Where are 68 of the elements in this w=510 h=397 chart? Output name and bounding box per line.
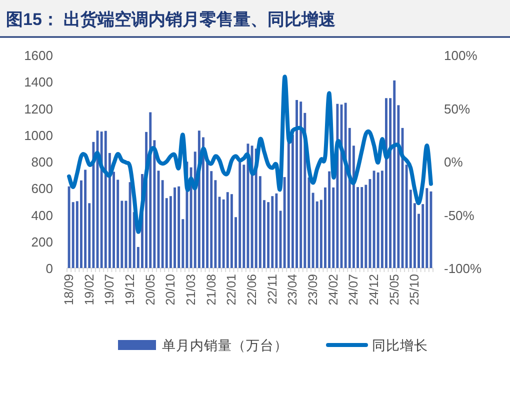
x-tick-label: 19/02 xyxy=(82,274,96,306)
bar xyxy=(226,192,229,268)
bar xyxy=(372,170,376,268)
bar xyxy=(405,164,408,268)
bar xyxy=(376,172,380,268)
bar xyxy=(104,130,107,268)
x-tick-label: 22/06 xyxy=(245,274,260,306)
x-tick-label: 23/09 xyxy=(306,274,320,306)
bar xyxy=(312,192,314,268)
x-tick-label: 24/12 xyxy=(367,274,382,306)
y-tick-label: 400 xyxy=(31,208,53,223)
bar xyxy=(250,146,254,268)
x-tick-label: 21/03 xyxy=(184,274,198,306)
bar xyxy=(344,102,347,268)
y-tick-label: 800 xyxy=(31,154,53,170)
bar xyxy=(149,112,152,268)
x-tick-label: 20/10 xyxy=(164,274,178,306)
y-tick-label: 200 xyxy=(31,234,53,250)
chart-title: 图15： 出货端空调内销月零售量、同比增速 xyxy=(6,10,336,29)
bar xyxy=(84,170,87,268)
bar xyxy=(328,171,331,268)
y-tick-label: 0 xyxy=(46,261,53,276)
bar xyxy=(385,98,388,268)
x-tick-label: 19/12 xyxy=(123,274,138,306)
bar xyxy=(92,142,95,268)
y-tick-label: 1400 xyxy=(24,74,53,90)
bar xyxy=(68,186,70,268)
y2-tick-label: 50% xyxy=(444,101,470,116)
x-tick-label: 20/05 xyxy=(143,274,158,306)
x-tick-label: 18/09 xyxy=(62,274,76,306)
y2-tick-label: 0% xyxy=(444,154,464,170)
bar xyxy=(271,196,274,268)
bar xyxy=(368,179,372,268)
x-tick-label: 24/02 xyxy=(326,274,340,306)
y-tick-label: 1000 xyxy=(24,128,53,143)
bar xyxy=(124,200,128,268)
bar xyxy=(100,132,103,268)
legend-label: 同比增长 xyxy=(372,338,428,353)
bar xyxy=(296,100,298,268)
y-tick-label: 1200 xyxy=(24,101,53,116)
bar xyxy=(275,193,278,268)
x-tick-label: 22/11 xyxy=(265,274,280,304)
x-tick-label: 21/08 xyxy=(204,274,218,306)
bar xyxy=(426,188,428,268)
bar xyxy=(360,187,364,268)
y2-tick-label: -50% xyxy=(444,208,475,223)
bar xyxy=(430,191,432,268)
bar xyxy=(393,80,396,268)
y2-tick-label: 100% xyxy=(444,48,478,63)
y-tick-label: 600 xyxy=(31,181,53,196)
x-tick-label: 19/07 xyxy=(102,274,117,306)
x-tick-label: 24/07 xyxy=(346,274,361,306)
line-series xyxy=(67,75,433,234)
bar xyxy=(128,182,132,268)
x-tick-label: 25/05 xyxy=(387,274,402,306)
x-tick-label: 25/10 xyxy=(408,274,422,306)
y-tick-label: 1600 xyxy=(24,48,53,63)
bar xyxy=(238,160,242,268)
bar xyxy=(161,180,164,268)
x-tick-label: 23/04 xyxy=(286,274,300,306)
x-tick-label: 22/01 xyxy=(224,274,239,306)
bar xyxy=(246,144,250,268)
bar xyxy=(178,186,180,268)
legend-label: 单月内销量（万台） xyxy=(162,338,288,353)
bar xyxy=(174,187,176,268)
bar xyxy=(230,194,233,268)
y2-tick-label: -100% xyxy=(444,261,482,276)
bar xyxy=(300,102,302,268)
